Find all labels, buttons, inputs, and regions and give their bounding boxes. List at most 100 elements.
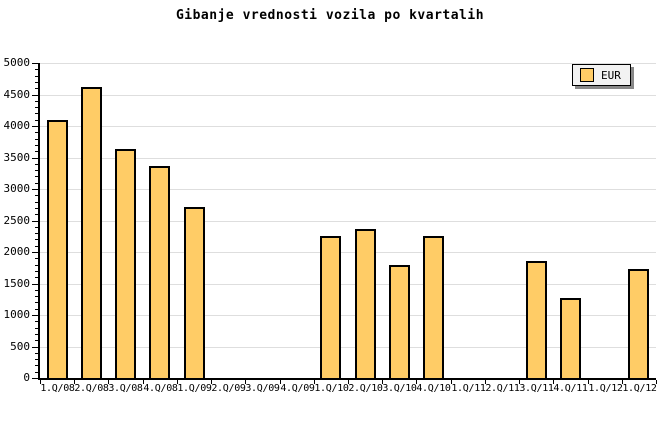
gridline — [40, 63, 656, 64]
y-tick-minor — [35, 202, 38, 203]
gridline — [40, 347, 656, 348]
bar-2.Q/08 — [81, 87, 102, 378]
x-tick-label: 2.Q/11 — [485, 383, 520, 394]
x-tick — [348, 380, 349, 384]
y-tick-label: 3000 — [3, 182, 31, 195]
bar-4.Q/11 — [560, 298, 581, 378]
gridline — [40, 95, 656, 96]
y-tick-minor — [35, 145, 38, 146]
bar-1.Q/08 — [47, 120, 68, 378]
x-tick — [382, 380, 383, 384]
gridline — [40, 252, 656, 253]
x-tick — [656, 380, 657, 384]
gridline — [40, 315, 656, 316]
x-tick-label: 1.Q/10 — [314, 383, 349, 394]
y-tick-minor — [35, 340, 38, 341]
x-tick — [485, 380, 486, 384]
y-tick-minor — [35, 101, 38, 102]
x-tick-label: 3.Q/09 — [245, 383, 280, 394]
y-tick-minor — [35, 208, 38, 209]
x-tick-label: 2.Q/10 — [348, 383, 383, 394]
y-tick-minor — [35, 265, 38, 266]
y-tick-label: 0 — [23, 371, 30, 384]
y-tick-minor — [35, 195, 38, 196]
x-tick — [40, 380, 41, 384]
y-tick-major — [32, 158, 38, 159]
gridline — [40, 284, 656, 285]
plot-area — [40, 63, 656, 378]
x-tick-label: 2.Q/08 — [74, 383, 109, 394]
y-tick-minor — [35, 290, 38, 291]
x-tick-label: 3.Q/10 — [382, 383, 417, 394]
y-tick-major — [32, 221, 38, 222]
y-tick-minor — [35, 302, 38, 303]
gridline — [40, 126, 656, 127]
y-tick-minor — [35, 321, 38, 322]
bar-1.Q/10 — [320, 236, 341, 378]
y-tick-label: 4500 — [3, 88, 31, 101]
legend: EUR — [572, 64, 631, 86]
x-tick-label: 1.Q/11 — [451, 383, 486, 394]
gridline — [40, 221, 656, 222]
y-tick-label: 4000 — [3, 119, 31, 132]
y-tick-label: 1000 — [3, 308, 31, 321]
y-tick-minor — [35, 151, 38, 152]
x-tick — [74, 380, 75, 384]
legend-swatch-icon — [580, 68, 594, 82]
y-tick-major — [32, 252, 38, 253]
y-tick-label: 2000 — [3, 245, 31, 258]
y-axis — [38, 63, 40, 380]
x-tick — [143, 380, 144, 384]
y-tick-minor — [35, 239, 38, 240]
x-tick — [553, 380, 554, 384]
y-tick-minor — [35, 328, 38, 329]
x-tick — [622, 380, 623, 384]
bar-4.Q/08 — [149, 166, 170, 378]
x-tick-label: 2.Q/09 — [211, 383, 246, 394]
y-tick-minor — [35, 258, 38, 259]
x-tick-label: 4.Q/08 — [143, 383, 178, 394]
bar-3.Q/11 — [526, 261, 547, 378]
x-tick — [519, 380, 520, 384]
x-tick-label: 1.Q/09 — [177, 383, 212, 394]
y-tick-minor — [35, 246, 38, 247]
bar-4.Q/10 — [423, 236, 444, 378]
y-tick-minor — [35, 132, 38, 133]
y-tick-minor — [35, 88, 38, 89]
y-tick-minor — [35, 214, 38, 215]
y-tick-minor — [35, 271, 38, 272]
y-tick-major — [32, 315, 38, 316]
x-tick — [451, 380, 452, 384]
x-axis — [38, 378, 656, 380]
y-tick-label: 1500 — [3, 277, 31, 290]
x-tick — [177, 380, 178, 384]
y-tick-label: 2500 — [3, 214, 31, 227]
y-tick-label: 3500 — [3, 151, 31, 164]
chart-title: Gibanje vrednosti vozila po kvartalih — [175, 8, 485, 23]
bar-2.Q/10 — [355, 229, 376, 378]
bar-1.Q/09 — [184, 207, 205, 378]
y-tick-major — [32, 63, 38, 64]
y-tick-major — [32, 378, 38, 379]
y-tick-minor — [35, 176, 38, 177]
y-tick-minor — [35, 107, 38, 108]
bar-3.Q/10 — [389, 265, 410, 378]
x-tick — [416, 380, 417, 384]
y-tick-minor — [35, 233, 38, 234]
y-tick-minor — [35, 120, 38, 121]
y-tick-minor — [35, 359, 38, 360]
y-tick-minor — [35, 170, 38, 171]
y-tick-label: 500 — [10, 340, 30, 353]
y-tick-minor — [35, 277, 38, 278]
legend-label: EUR — [601, 68, 621, 82]
y-tick-minor — [35, 309, 38, 310]
x-tick-label: 4.Q/11 — [553, 383, 588, 394]
x-tick — [314, 380, 315, 384]
x-tick-label: 3.Q/11 — [519, 383, 554, 394]
x-tick-label: 4.Q/09 — [280, 383, 315, 394]
bar-3.Q/08 — [115, 149, 136, 378]
y-tick-minor — [35, 334, 38, 335]
gridline — [40, 158, 656, 159]
y-tick-minor — [35, 227, 38, 228]
